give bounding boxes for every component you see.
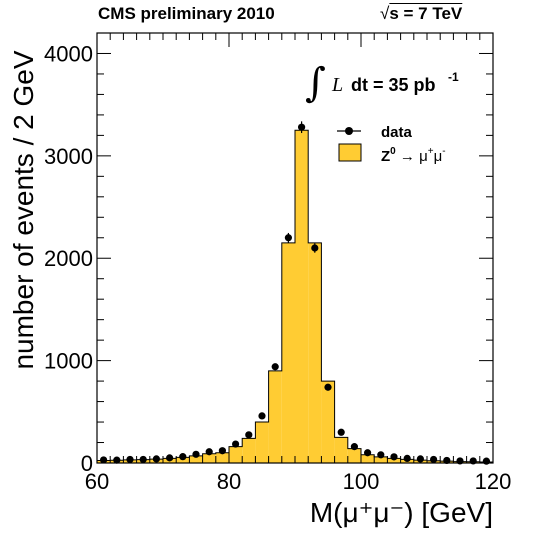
data-point	[482, 457, 490, 465]
y-tick-label: 4000	[44, 41, 93, 66]
data-point	[192, 450, 200, 458]
data-point	[258, 412, 266, 420]
energy-label: s = 7 TeV	[389, 4, 463, 23]
hist-bar	[347, 448, 361, 463]
hist-bar	[295, 130, 309, 463]
data-point	[113, 456, 121, 464]
axes: 0 1000 2000 3000 4000 60 80 100 120	[44, 33, 511, 494]
data-point	[271, 363, 279, 371]
legend-z-sup3: -	[442, 146, 445, 157]
data-point	[205, 448, 213, 456]
data-point	[232, 440, 240, 448]
data-point	[284, 234, 292, 242]
legend-z-arrow: → μ	[396, 148, 428, 165]
chart-header-left: CMS preliminary 2010	[98, 4, 275, 23]
y-tick-label: 0	[81, 451, 93, 476]
luminosity-L: L	[331, 74, 343, 96]
data-point	[179, 453, 187, 461]
hist-bar	[229, 446, 243, 463]
data-point	[350, 443, 358, 451]
y-tick-label: 2000	[44, 246, 93, 271]
hist-bar	[189, 455, 203, 463]
legend-data-label: data	[381, 124, 413, 141]
hist-bar	[387, 458, 401, 463]
legend-z-base: Z	[381, 148, 390, 165]
hist-bar	[374, 456, 388, 463]
data-point	[218, 447, 226, 455]
x-axis-label: M(μ⁺μ⁻) [GeV]	[310, 497, 493, 528]
data-point	[377, 451, 385, 459]
x-tick-label: 120	[475, 469, 512, 494]
hist-bar	[242, 438, 256, 463]
data-point	[311, 244, 319, 252]
data-point	[430, 455, 438, 464]
data-point	[364, 449, 372, 457]
hist-bar	[361, 454, 375, 463]
legend-z-box	[338, 143, 362, 162]
data-point	[298, 123, 306, 131]
y-axis-label: number of events / 2 GeV	[8, 50, 39, 369]
sqrt-symbol: √	[380, 4, 390, 23]
hist-bar	[321, 381, 335, 463]
x-tick-label: 80	[217, 469, 241, 494]
hist-bar	[255, 422, 269, 463]
legend: data Z0 → μ+μ-	[337, 124, 446, 165]
data-point	[403, 454, 411, 462]
legend-data-marker	[345, 127, 353, 135]
luminosity-annotation: ∫ L dt = 35 pb -1	[305, 60, 459, 106]
legend-z-mu2: μ	[434, 148, 443, 165]
x-tick-label: 100	[343, 469, 380, 494]
chart-header-energy: √s = 7 TeV	[380, 4, 462, 24]
legend-z-sup: 0	[390, 146, 396, 157]
data-point	[390, 453, 398, 461]
data-points	[100, 121, 490, 465]
hist-bar	[334, 437, 348, 463]
data-point	[166, 454, 174, 462]
legend-z-sup2: +	[428, 146, 434, 157]
hist-bar	[268, 370, 282, 463]
data-point	[324, 383, 332, 391]
x-tick-label: 60	[85, 469, 109, 494]
integral-symbol: ∫	[305, 60, 326, 106]
luminosity-text: dt = 35 pb	[351, 75, 436, 95]
data-point	[152, 455, 160, 463]
y-tick-label: 1000	[44, 349, 93, 374]
data-point	[100, 456, 108, 464]
luminosity-exponent: -1	[448, 70, 459, 84]
hist-bar	[308, 242, 322, 463]
y-tick-label: 3000	[44, 144, 93, 169]
histogram-bars	[96, 129, 494, 463]
hist-bar	[215, 452, 229, 463]
data-point	[245, 431, 253, 439]
hist-bar	[202, 453, 216, 463]
data-point	[416, 455, 424, 463]
data-point	[126, 455, 134, 464]
hist-bar	[281, 242, 295, 463]
legend-z-label: Z0 → μ+μ-	[381, 146, 446, 165]
data-point	[337, 428, 345, 436]
data-point	[443, 456, 451, 465]
data-point	[139, 455, 147, 464]
